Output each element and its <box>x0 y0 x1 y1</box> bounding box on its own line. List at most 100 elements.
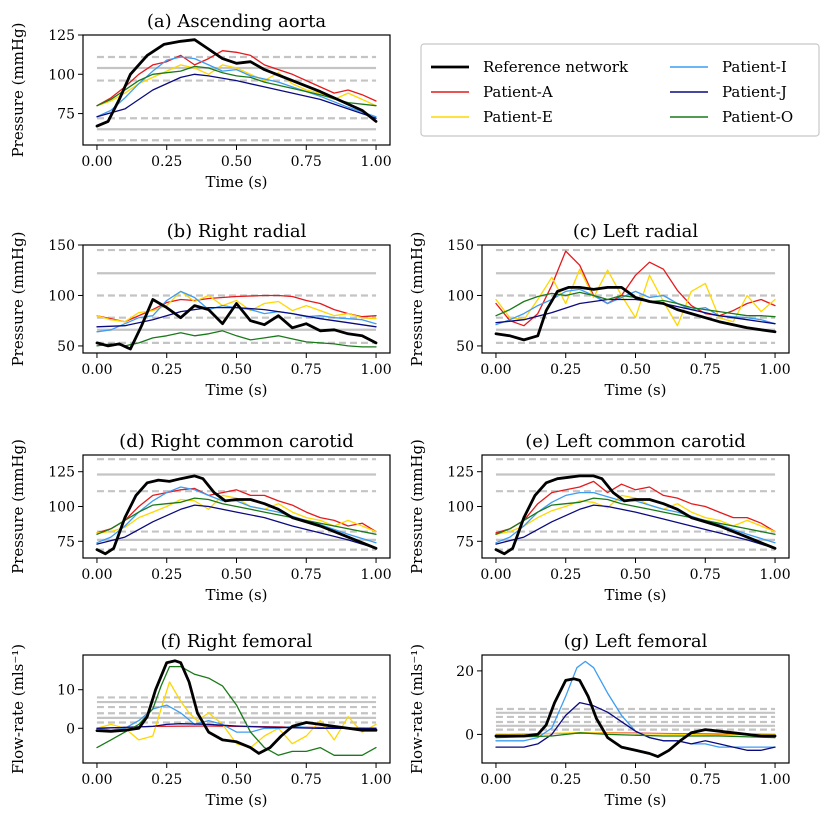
series-line-patient-e <box>96 681 377 749</box>
series-line-patient-i <box>96 56 377 118</box>
x-axis-label: Time (s) <box>604 381 666 399</box>
series-line-reference-network <box>95 38 378 128</box>
x-tick-label: 0.25 <box>151 772 182 788</box>
x-tick-label: 0.00 <box>480 567 511 583</box>
x-tick-label: 0.50 <box>221 772 252 788</box>
series-line-reference-network <box>494 677 777 758</box>
chart-c: 0.00 0.25 0.50 0.75 1.00 50 100 150 (c) Left rad… <box>408 221 791 399</box>
x-tick-label: 0.75 <box>690 772 721 788</box>
series-line-patient-j <box>495 701 776 751</box>
series-line-patient-i <box>495 288 776 326</box>
legend-label: Patient-E <box>483 108 553 126</box>
chart-g: 0.00 0.25 0.50 0.75 1.00 0 20 (g) Left femoral T… <box>408 631 791 809</box>
chart-e: 0.00 0.25 0.50 0.75 1.00 75 100 125 (e) Left com… <box>408 431 791 604</box>
x-tick-label: 0.00 <box>480 362 511 378</box>
y-axis-label: Pressure (mmHg) <box>408 439 426 574</box>
x-tick-label: 0.25 <box>550 567 581 583</box>
y-tick-label: 75 <box>57 107 75 123</box>
series-line-patient-j <box>96 504 377 549</box>
x-tick-label: 0.50 <box>221 567 252 583</box>
legend-item-reference-network: Reference network <box>431 58 629 76</box>
y-tick-label: 0 <box>465 727 474 743</box>
plot-frame <box>82 654 391 764</box>
series-line-patient-j <box>96 73 377 119</box>
chart-title: (c) Left radial <box>573 221 698 242</box>
series-line-patient-j <box>495 298 776 325</box>
x-tick-label: 1.00 <box>759 772 790 788</box>
x-tick-label: 0.50 <box>221 362 252 378</box>
legend-item-patient-e: Patient-E <box>431 108 553 126</box>
legend-label: Patient-I <box>722 58 787 76</box>
y-tick-label: 150 <box>447 238 474 254</box>
y-tick-label: 125 <box>48 28 75 44</box>
x-tick-label: 1.00 <box>759 567 790 583</box>
series-line-reference-network <box>95 474 378 556</box>
y-tick-label: 125 <box>48 465 75 481</box>
series-line-reference-network <box>95 659 378 755</box>
x-axis-label: Time (s) <box>205 381 267 399</box>
series-line-reference-network <box>494 474 777 556</box>
legend-frame <box>420 43 820 137</box>
chart-title: (b) Right radial <box>167 221 307 242</box>
x-tick-label: 0.00 <box>81 772 112 788</box>
x-tick-label: 0.25 <box>151 567 182 583</box>
x-tick-label: 1.00 <box>759 362 790 378</box>
y-axis-label: Flow-rate (mls⁻¹) <box>9 644 27 774</box>
x-tick-label: 0.50 <box>620 567 651 583</box>
chart-d: 0.00 0.25 0.50 0.75 1.00 75 100 125 (d) Right co… <box>9 431 392 604</box>
series-line-patient-j <box>96 723 377 729</box>
x-tick-label: 0.50 <box>620 772 651 788</box>
x-tick-label: 0.50 <box>620 362 651 378</box>
x-tick-label: 0.00 <box>81 362 112 378</box>
x-axis-label: Time (s) <box>604 586 666 604</box>
chart-title: (a) Ascending aorta <box>147 11 327 32</box>
y-tick-label: 20 <box>456 664 474 680</box>
series-line-reference-network <box>494 285 777 342</box>
chart-f: 0.00 0.25 0.50 0.75 1.00 0 10 (f) Right femoral… <box>9 631 392 809</box>
chart-b: 0.00 0.25 0.50 0.75 1.00 50 100 150 (b) Right ra… <box>9 221 392 399</box>
y-tick-label: 100 <box>447 288 474 304</box>
x-tick-label: 0.25 <box>151 362 182 378</box>
x-tick-label: 1.00 <box>360 567 391 583</box>
x-tick-label: 0.00 <box>480 772 511 788</box>
y-tick-label: 50 <box>57 339 75 355</box>
x-axis-label: Time (s) <box>205 173 267 191</box>
y-tick-label: 125 <box>447 465 474 481</box>
y-tick-label: 100 <box>447 500 474 516</box>
x-tick-label: 0.75 <box>690 362 721 378</box>
x-tick-label: 0.25 <box>151 154 182 170</box>
chart-panels: 0.00 0.25 0.50 0.75 1.00 75 100 125 (a) Ascendin… <box>9 11 791 809</box>
x-tick-label: 0.00 <box>81 567 112 583</box>
legend-item-patient-a: Patient-A <box>431 83 553 101</box>
x-tick-label: 0.00 <box>81 154 112 170</box>
x-tick-label: 0.75 <box>690 567 721 583</box>
legend-item-patient-o: Patient-O <box>670 108 793 126</box>
chart-title: (f) Right femoral <box>160 631 312 652</box>
legend-label: Patient-J <box>722 83 787 101</box>
series-line-patient-o <box>495 732 776 739</box>
y-tick-label: 75 <box>57 534 75 550</box>
x-tick-label: 0.75 <box>291 154 322 170</box>
x-tick-label: 1.00 <box>360 154 391 170</box>
x-tick-label: 0.75 <box>291 362 322 378</box>
series-line-patient-j <box>495 504 776 549</box>
chart-title: (g) Left femoral <box>564 631 708 652</box>
x-axis-label: Time (s) <box>205 586 267 604</box>
x-tick-label: 0.25 <box>550 772 581 788</box>
series-line-patient-i <box>96 486 377 544</box>
x-tick-label: 1.00 <box>360 362 391 378</box>
series-line-patient-i <box>96 704 377 733</box>
chart-title: (d) Right common carotid <box>119 431 354 452</box>
y-axis-label: Pressure (mmHg) <box>408 232 426 367</box>
y-axis-label: Flow-rate (mls⁻¹) <box>408 644 426 774</box>
legend-label: Patient-A <box>483 83 553 101</box>
x-tick-label: 0.75 <box>291 567 322 583</box>
series-line-reference-network <box>95 298 378 351</box>
y-tick-label: 100 <box>48 500 75 516</box>
x-tick-label: 1.00 <box>360 772 391 788</box>
series-line-patient-i <box>495 660 776 748</box>
legend-item-patient-j: Patient-J <box>670 83 787 101</box>
y-tick-label: 150 <box>48 238 75 254</box>
y-axis-label: Pressure (mmHg) <box>9 232 27 367</box>
